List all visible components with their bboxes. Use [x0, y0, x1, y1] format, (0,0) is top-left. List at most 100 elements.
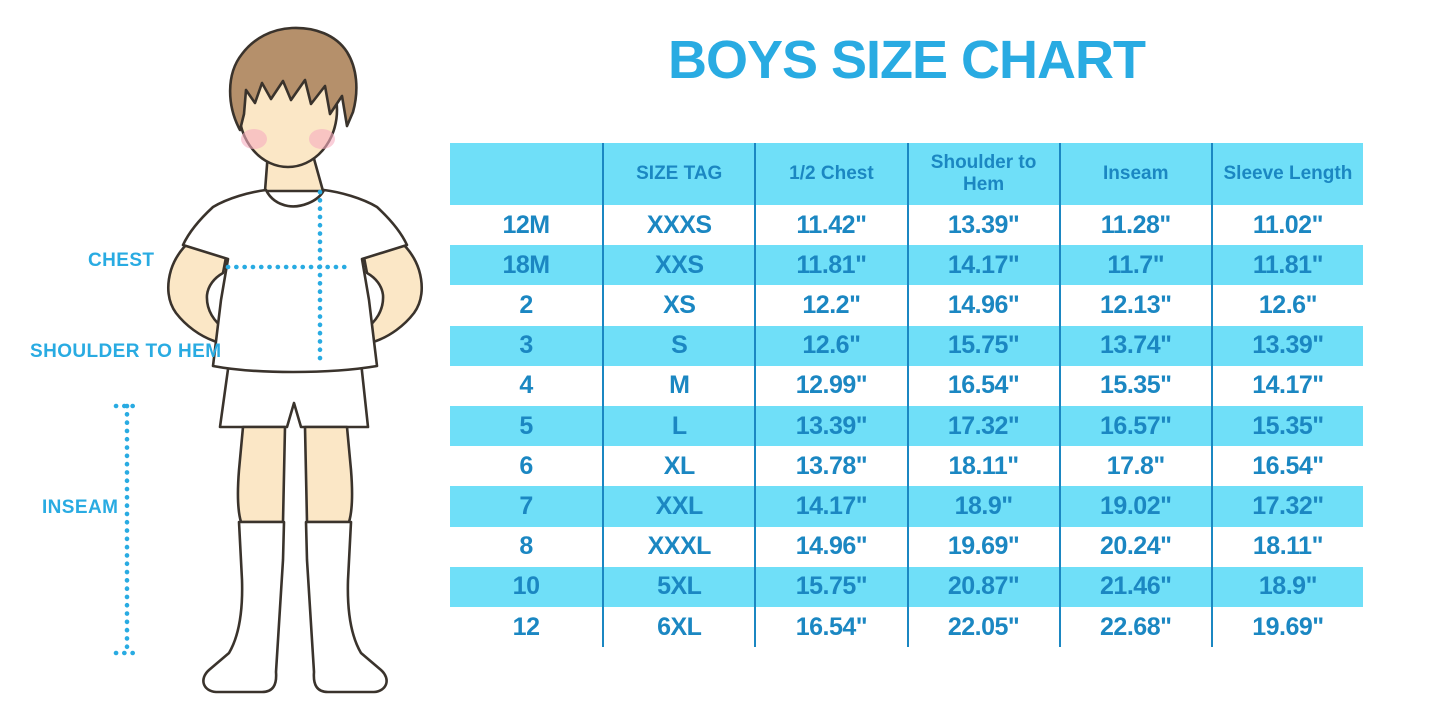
table-cell: 19.02" — [1058, 486, 1211, 527]
table-row: 10 5XL 15.75" 20.87" 21.46" 18.9" — [450, 566, 1363, 607]
table-cell: 14.96" — [754, 526, 906, 567]
table-cell: 12 — [512, 612, 540, 641]
table-cell: 13.39" — [1210, 325, 1363, 366]
table-cell: 5XL — [602, 566, 754, 607]
table-cell: 6 — [519, 451, 533, 480]
table-cell: 18.11" — [906, 446, 1059, 487]
figure-pane: CHEST SHOULDER TO HEM INSEAM — [0, 0, 450, 723]
table-cell: XXL — [602, 486, 754, 527]
table-cell: 14.17" — [754, 486, 906, 527]
page-title: BOYS SIZE CHART — [667, 30, 1146, 90]
table-cell: 18.9" — [1210, 566, 1363, 607]
table-cell: 12.99" — [754, 365, 906, 406]
right-leg — [303, 425, 354, 524]
table-cell: M — [602, 365, 754, 406]
table-cell: 13.39" — [906, 205, 1059, 246]
table-cell: 7 — [519, 492, 533, 521]
left-sock — [202, 520, 286, 694]
table-cell: 11.02" — [1210, 205, 1363, 246]
table-cell: 12.6" — [1210, 285, 1363, 326]
table-row: 4 M 12.99" 16.54" 15.35" 14.17" — [450, 365, 1363, 406]
table-cell: 20.87" — [906, 566, 1059, 607]
table-row: 12 6XL 16.54" 22.05" 22.68" 19.69" — [450, 606, 1363, 648]
table-cell: L — [602, 405, 754, 447]
table-cell: 14.17" — [1210, 365, 1363, 406]
table-cell: 14.96" — [906, 285, 1059, 326]
table-cell: 12M — [502, 210, 551, 239]
table-cell: 16.54" — [754, 606, 906, 648]
table-cell: 13.74" — [1058, 325, 1211, 366]
table-cell: 16.54" — [1210, 446, 1363, 487]
table-cell: XXXS — [602, 205, 754, 246]
column-header: Inseam — [1058, 143, 1211, 205]
shoulder-to-hem-label: SHOULDER TO HEM — [30, 341, 222, 362]
table-cell: 13.78" — [754, 446, 906, 487]
table-cell: 6XL — [602, 606, 754, 648]
table-row: 8 XXXL 14.96" 19.69" 20.24" 18.11" — [450, 526, 1363, 567]
table-cell: 11.7" — [1058, 245, 1211, 286]
table-cell: 15.35" — [1210, 405, 1363, 447]
left-leg — [236, 425, 287, 524]
chest-label: CHEST — [88, 250, 155, 271]
column-header: Sleeve Length — [1210, 143, 1363, 205]
table-cell: 17.32" — [1210, 486, 1363, 527]
table-cell: 15.75" — [906, 325, 1059, 366]
cheek-right — [309, 129, 335, 149]
table-cell: 18.9" — [906, 486, 1059, 527]
table-row: 6 XL 13.78" 18.11" 17.8" 16.54" — [450, 446, 1363, 487]
table-cell: 22.05" — [906, 606, 1059, 648]
table-cell: 15.75" — [754, 566, 906, 607]
table-cell: 4 — [519, 371, 533, 400]
table-row: 18M XXS 11.81" 14.17" 11.7" 11.81" — [450, 245, 1363, 286]
table-row: 5 L 13.39" 17.32" 16.57" 15.35" — [450, 405, 1363, 447]
table-cell: 16.54" — [906, 365, 1059, 406]
table-cell: 15.35" — [1058, 365, 1211, 406]
table-cell: 11.81" — [754, 245, 906, 286]
table-row: 7 XXL 14.17" 18.9" 19.02" 17.32" — [450, 486, 1363, 527]
t-shirt — [181, 188, 409, 374]
table-cell: S — [602, 325, 754, 366]
table-cell: 19.69" — [906, 526, 1059, 567]
table-cell: 11.28" — [1058, 205, 1211, 246]
right-sock — [304, 520, 388, 694]
table-cell: 21.46" — [1058, 566, 1211, 607]
table-cell: 22.68" — [1058, 606, 1211, 648]
table-cell: 5 — [519, 411, 533, 440]
table-cell: 17.32" — [906, 405, 1059, 447]
table-cell: 20.24" — [1058, 526, 1211, 567]
column-header: 1/2 Chest — [754, 143, 906, 205]
table-cell: 12.6" — [754, 325, 906, 366]
table-cell: 11.42" — [754, 205, 906, 246]
table-cell: XXS — [602, 245, 754, 286]
shorts — [218, 360, 370, 429]
table-cell: 8 — [519, 532, 533, 561]
inseam-label: INSEAM — [42, 497, 119, 518]
table-cell: 16.57" — [1058, 405, 1211, 447]
table-cell: 18M — [502, 250, 551, 279]
table-cell: 2 — [519, 291, 533, 320]
column-header — [450, 143, 602, 205]
table-cell: 18.11" — [1210, 526, 1363, 567]
table-cell: XL — [602, 446, 754, 487]
table-cell: 13.39" — [754, 405, 906, 447]
table-header-row: SIZE TAG 1/2 Chest Shoulder to Hem Inseam Sl… — [450, 143, 1363, 205]
cheek-left — [241, 129, 267, 149]
table-cell: 3 — [519, 331, 533, 360]
table-cell: 14.17" — [906, 245, 1059, 286]
table-cell: 19.69" — [1210, 606, 1363, 648]
column-header: Shoulder to Hem — [906, 143, 1059, 205]
table-cell: 11.81" — [1210, 245, 1363, 286]
table-cell: 10 — [512, 572, 540, 601]
table-cell: 12.13" — [1058, 285, 1211, 326]
table-cell: XS — [602, 285, 754, 326]
boy-illustration — [113, 26, 424, 694]
column-header: SIZE TAG — [602, 143, 754, 205]
table-cell: XXXL — [602, 526, 754, 567]
hair — [228, 26, 358, 132]
table-row: 12M XXXS 11.42" 13.39" 11.28" 11.02" — [450, 205, 1363, 246]
table-cell: 17.8" — [1058, 446, 1211, 487]
size-table: SIZE TAG 1/2 Chest Shoulder to Hem Inseam Sl… — [450, 143, 1363, 648]
table-row: 3 S 12.6" 15.75" 13.74" 13.39" — [450, 325, 1363, 366]
table-cell: 12.2" — [754, 285, 906, 326]
